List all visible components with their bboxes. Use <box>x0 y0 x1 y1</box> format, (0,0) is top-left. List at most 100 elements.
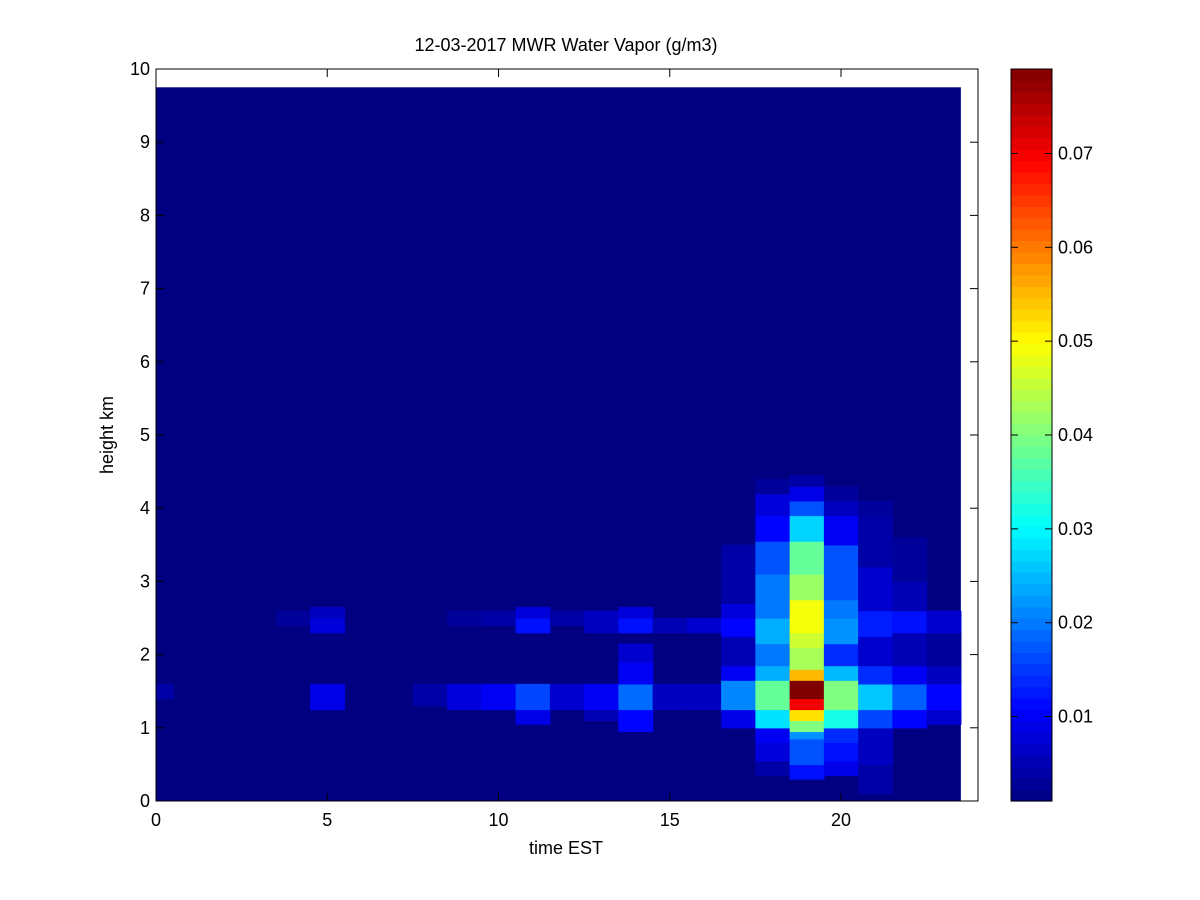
heatmap-cell <box>823 727 859 744</box>
colorbar-tick-label: 0.04 <box>1058 425 1093 445</box>
heatmap-cell <box>515 683 551 711</box>
heatmap-cell <box>618 618 654 634</box>
colorbar-band <box>1011 640 1052 653</box>
colorbar-band <box>1011 526 1052 539</box>
heatmap-cell <box>721 665 756 681</box>
x-tick-label: 10 <box>488 810 508 830</box>
colorbar-band <box>1011 515 1052 528</box>
heatmap-cell <box>926 665 962 685</box>
y-tick-label: 0 <box>140 791 150 811</box>
heatmap-cell <box>892 581 928 612</box>
heatmap-cell <box>892 632 928 667</box>
colorbar-band <box>1011 480 1052 493</box>
colorbar-band <box>1011 675 1052 688</box>
heatmap-cell <box>789 698 825 711</box>
heatmap-cell <box>755 541 791 575</box>
heatmap-cell <box>823 643 859 667</box>
colorbar-band <box>1011 377 1052 390</box>
colorbar-band <box>1011 778 1052 791</box>
colorbar-band <box>1011 149 1052 162</box>
heatmap-cell <box>926 632 962 667</box>
colorbar-band <box>1011 572 1052 585</box>
colorbar-band <box>1011 137 1052 150</box>
heatmap-cell <box>789 500 825 517</box>
heatmap-cell <box>755 643 791 667</box>
heatmap-cell <box>721 636 756 667</box>
colorbar-tick-label: 0.07 <box>1058 143 1093 163</box>
heatmap-cell <box>858 566 893 612</box>
heatmap-cell <box>721 709 756 729</box>
heatmap-cell <box>755 665 791 681</box>
heatmap-cell <box>755 599 791 619</box>
heatmap-cell <box>823 618 859 645</box>
heatmap-cell <box>652 683 688 711</box>
heatmap-cell <box>823 760 859 776</box>
heatmap-cell <box>755 515 791 542</box>
x-axis-ticks: 0 5 10 15 20 <box>151 69 851 830</box>
heatmap-cell <box>686 683 722 711</box>
heatmap-cell <box>447 683 482 711</box>
heatmap-cell <box>858 610 893 637</box>
colorbar-band <box>1011 263 1052 276</box>
plot-area: 0 5 10 15 20 0 1 2 3 4 5 6 7 8 9 10 <box>130 59 979 830</box>
heatmap-cell <box>858 764 893 795</box>
heatmap-cell <box>789 738 825 765</box>
heatmap-cell <box>412 683 448 707</box>
colorbar-band <box>1011 217 1052 230</box>
colorbar-band <box>1011 755 1052 768</box>
heatmap-cell <box>618 661 654 685</box>
colorbar-band <box>1011 126 1052 139</box>
heatmap-cell <box>310 618 345 634</box>
colorbar-band <box>1011 343 1052 356</box>
heatmap-cell <box>789 475 825 487</box>
y-tick-label: 10 <box>130 59 150 79</box>
y-tick-label: 1 <box>140 718 150 738</box>
heatmap-cell <box>721 680 756 711</box>
y-tick-label: 8 <box>140 205 150 225</box>
heatmap-cell <box>926 709 962 725</box>
y-tick-label: 5 <box>140 425 150 445</box>
heatmap-cell <box>858 500 893 517</box>
heatmap-cell <box>789 647 825 670</box>
heatmap-cell <box>892 537 928 582</box>
colorbar-band <box>1011 320 1052 333</box>
colorbar-gradient <box>1011 69 1052 802</box>
colorbar-band <box>1011 400 1052 413</box>
heatmap-cell <box>789 680 825 700</box>
colorbar-band <box>1011 595 1052 608</box>
heatmap-cell <box>755 493 791 517</box>
colorbar-band <box>1011 332 1052 345</box>
heatmap-cell <box>823 709 859 729</box>
colorbar-band <box>1011 732 1052 745</box>
y-tick-label: 6 <box>140 352 150 372</box>
colorbar-band <box>1011 457 1052 470</box>
colorbar-band <box>1011 103 1052 116</box>
colorbar-band <box>1011 629 1052 642</box>
heatmap-cell <box>823 742 859 762</box>
colorbar-band <box>1011 743 1052 756</box>
colorbar-band <box>1011 606 1052 619</box>
y-tick-label: 2 <box>140 645 150 665</box>
colorbar-tick-label: 0.01 <box>1058 707 1093 727</box>
colorbar-band <box>1011 206 1052 219</box>
heatmap-cell <box>618 643 654 663</box>
x-tick-label: 0 <box>151 810 161 830</box>
colorbar-band <box>1011 503 1052 516</box>
colorbar-band <box>1011 446 1052 459</box>
heatmap-cell <box>515 709 551 725</box>
heatmap-cell <box>789 632 825 648</box>
heatmap-cell <box>789 515 825 542</box>
colorbar-tick-label: 0.03 <box>1058 519 1093 539</box>
y-axis-label: height km <box>97 396 117 474</box>
heatmap-cell <box>721 618 756 637</box>
y-tick-label: 4 <box>140 498 150 518</box>
colorbar-band <box>1011 686 1052 699</box>
heatmap-cell <box>789 731 825 740</box>
colorbar-band <box>1011 709 1052 722</box>
colorbar-band <box>1011 469 1052 482</box>
heatmap-cell <box>892 683 928 711</box>
heatmap-cell <box>858 683 893 711</box>
heatmap-cell <box>721 603 756 619</box>
heatmap-cell <box>755 727 791 744</box>
